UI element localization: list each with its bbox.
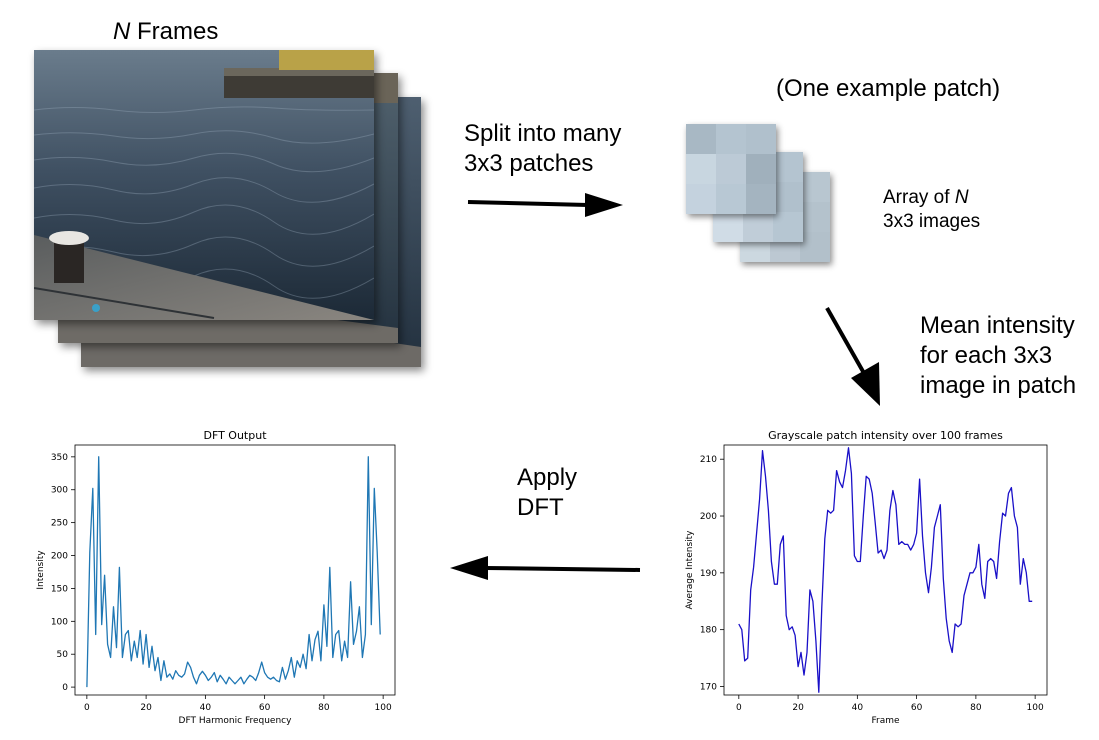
mean-label-line3: image in patch xyxy=(920,372,1077,399)
patch-front-cell xyxy=(746,154,776,184)
dft-xtick-label: 60 xyxy=(259,703,271,713)
dft-xtick-label: 40 xyxy=(200,703,212,713)
patch-front-cell xyxy=(716,184,746,214)
mean-label-line2: for each 3x3 xyxy=(920,342,1053,369)
dft-xtick-label: 80 xyxy=(318,703,330,713)
split-label-line1: Split into many xyxy=(464,120,622,147)
dft-label-line1: Apply xyxy=(517,464,578,491)
intensity-xtick-label: 20 xyxy=(792,703,804,713)
intensity-ytick-label: 200 xyxy=(700,512,717,522)
dft-ytick-label: 200 xyxy=(51,552,68,562)
array-label-pre: Array of xyxy=(883,187,955,208)
intensity-xtick-label: 40 xyxy=(852,703,864,713)
intensity-series-line xyxy=(738,447,1033,693)
intensity-ytick-label: 210 xyxy=(700,455,717,465)
dft-ytick-label: 0 xyxy=(62,683,68,693)
intensity-xtick-label: 60 xyxy=(911,703,923,713)
dft-xtick-label: 20 xyxy=(140,703,152,713)
patch-middle-cell xyxy=(773,152,803,182)
dft-ytick-label: 250 xyxy=(51,519,68,529)
arrow-split xyxy=(467,193,623,217)
array-label-var: N xyxy=(954,187,969,208)
intensity-xtick-label: 80 xyxy=(970,703,982,713)
dft-ylabel: Intensity xyxy=(36,550,46,590)
dft-label-line2: DFT xyxy=(517,494,564,521)
patch-back-cell xyxy=(800,202,830,232)
intensity-plot-frame xyxy=(723,444,1048,696)
patch-front xyxy=(686,124,776,214)
patch-front-cell xyxy=(686,124,716,154)
patch-middle-cell xyxy=(743,212,773,242)
array-label: Array of N 3x3 images xyxy=(883,186,980,234)
mean-label: Mean intensity for each 3x3 image in pat… xyxy=(920,311,1076,401)
frames-title: N Frames xyxy=(113,17,218,47)
intensity-title: Grayscale patch intensity over 100 frame… xyxy=(768,429,1003,442)
dft-series-line xyxy=(86,456,381,688)
intensity-ylabel: Average Intensity xyxy=(685,530,695,610)
patch-front-cell xyxy=(686,154,716,184)
dft-title: DFT Output xyxy=(203,429,267,442)
array-label-line2: 3x3 images xyxy=(883,211,981,232)
arrow-dft xyxy=(450,556,641,580)
patch-middle-cell xyxy=(773,212,803,242)
patch-front-cell xyxy=(746,124,776,154)
intensity-ytick-label: 170 xyxy=(700,682,717,692)
dft-ytick-label: 300 xyxy=(51,486,68,496)
frames-count-var: N xyxy=(113,18,131,45)
dft-output-chart: DFT Output 0 20 40 60 80 100 0 50 100 150 200 250 300… xyxy=(36,429,396,726)
patch-front-cell xyxy=(746,184,776,214)
split-label-line2: 3x3 patches xyxy=(464,150,594,177)
intensity-chart: Grayscale patch intensity over 100 frame… xyxy=(685,429,1048,726)
dft-ytick-label: 50 xyxy=(57,650,69,660)
patch-middle-cell xyxy=(773,182,803,212)
patch-back-cell xyxy=(800,172,830,202)
dft-xlabel: DFT Harmonic Frequency xyxy=(179,716,293,726)
patch-front-cell xyxy=(716,154,746,184)
intensity-xtick-label: 100 xyxy=(1027,703,1044,713)
dft-label: Apply DFT xyxy=(517,463,577,523)
mean-label-line1: Mean intensity xyxy=(920,312,1075,339)
dft-xtick-label: 100 xyxy=(375,703,392,713)
frames-title-text: Frames xyxy=(130,18,219,45)
array-label-line1: Array of N xyxy=(883,186,980,210)
patch-back-cell xyxy=(800,232,830,262)
dft-ytick-label: 150 xyxy=(51,584,68,594)
dft-xtick-label: 0 xyxy=(84,703,90,713)
intensity-ytick-label: 190 xyxy=(700,569,717,579)
patch-front-cell xyxy=(716,124,746,154)
dft-ytick-label: 350 xyxy=(51,453,68,463)
intensity-xlabel: Frame xyxy=(871,716,900,726)
split-label: Split into many 3x3 patches xyxy=(464,119,621,179)
patch-front-cell xyxy=(686,184,716,214)
dft-ytick-label: 100 xyxy=(51,617,68,627)
patch-middle-cell xyxy=(713,212,743,242)
intensity-xtick-label: 0 xyxy=(736,703,742,713)
arrow-mean xyxy=(825,307,880,406)
dft-plot-frame xyxy=(74,444,396,696)
intensity-ytick-label: 180 xyxy=(700,626,717,636)
example-patch-label: (One example patch) xyxy=(776,75,1001,102)
video-frame-front xyxy=(34,50,374,320)
